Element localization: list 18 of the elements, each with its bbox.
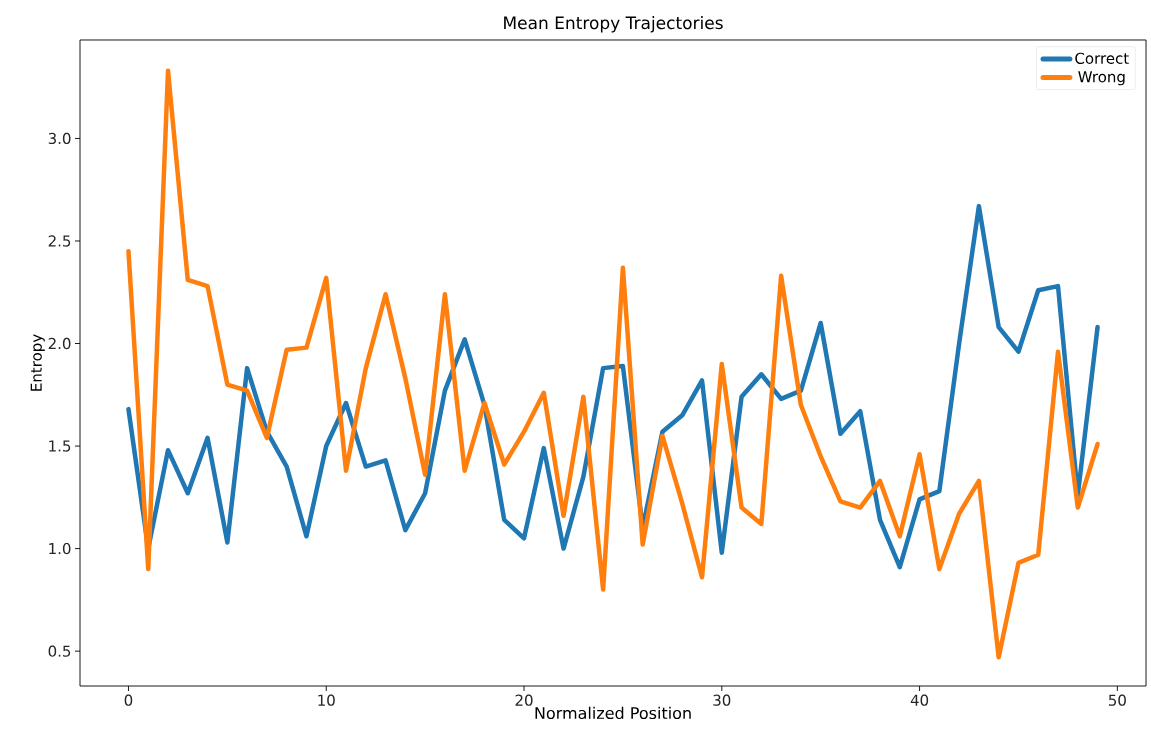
y-axis-title: Entropy [30, 334, 45, 391]
y-tick-label: 3.0 [48, 132, 71, 145]
x-tick-label: 50 [1108, 694, 1126, 706]
legend-label: Wrong [1078, 71, 1125, 86]
line-series [126, 203, 1100, 570]
x-tick-label: 10 [318, 694, 335, 706]
x-tick-label: 20 [515, 694, 533, 706]
x-tick-label: 0 [124, 694, 133, 706]
x-tick-label: 30 [713, 694, 731, 706]
y-tick-label: 0.5 [48, 645, 71, 657]
legend-label: Correct [1075, 52, 1129, 64]
y-tick-label: 2.0 [48, 337, 71, 350]
chart-title: Mean Entropy Trajectories [504, 16, 723, 33]
y-tick-label: 1.0 [49, 542, 71, 555]
y-tick-label: 1.5 [49, 440, 71, 452]
x-axis-title: Normalized Position [535, 706, 691, 720]
x-tick-label: 40 [910, 694, 929, 706]
y-tick-label: 2.5 [48, 235, 71, 247]
